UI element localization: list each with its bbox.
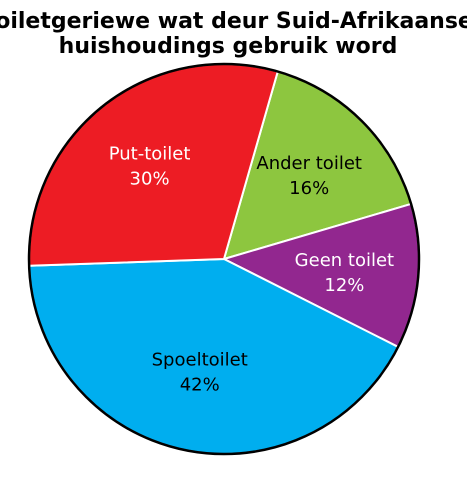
chart-title-line-1: Toiletgeriewe wat deur Suid-Afrikaanse (0, 9, 467, 34)
slice-value-put-toilet: 30% (130, 169, 170, 190)
slice-value-ander-toilet: 16% (289, 178, 329, 199)
slice-label-spoeltoilet: Spoeltoilet (152, 349, 248, 370)
chart-title-line-2: huishoudings gebruik word (59, 34, 398, 59)
slice-label-ander-toilet: Ander toilet (256, 153, 362, 174)
slice-label-put-toilet: Put-toilet (109, 144, 191, 165)
slice-value-spoeltoilet: 42% (180, 374, 220, 395)
slice-value-geen-toilet: 12% (324, 275, 364, 296)
slice-label-geen-toilet: Geen toilet (295, 250, 394, 271)
